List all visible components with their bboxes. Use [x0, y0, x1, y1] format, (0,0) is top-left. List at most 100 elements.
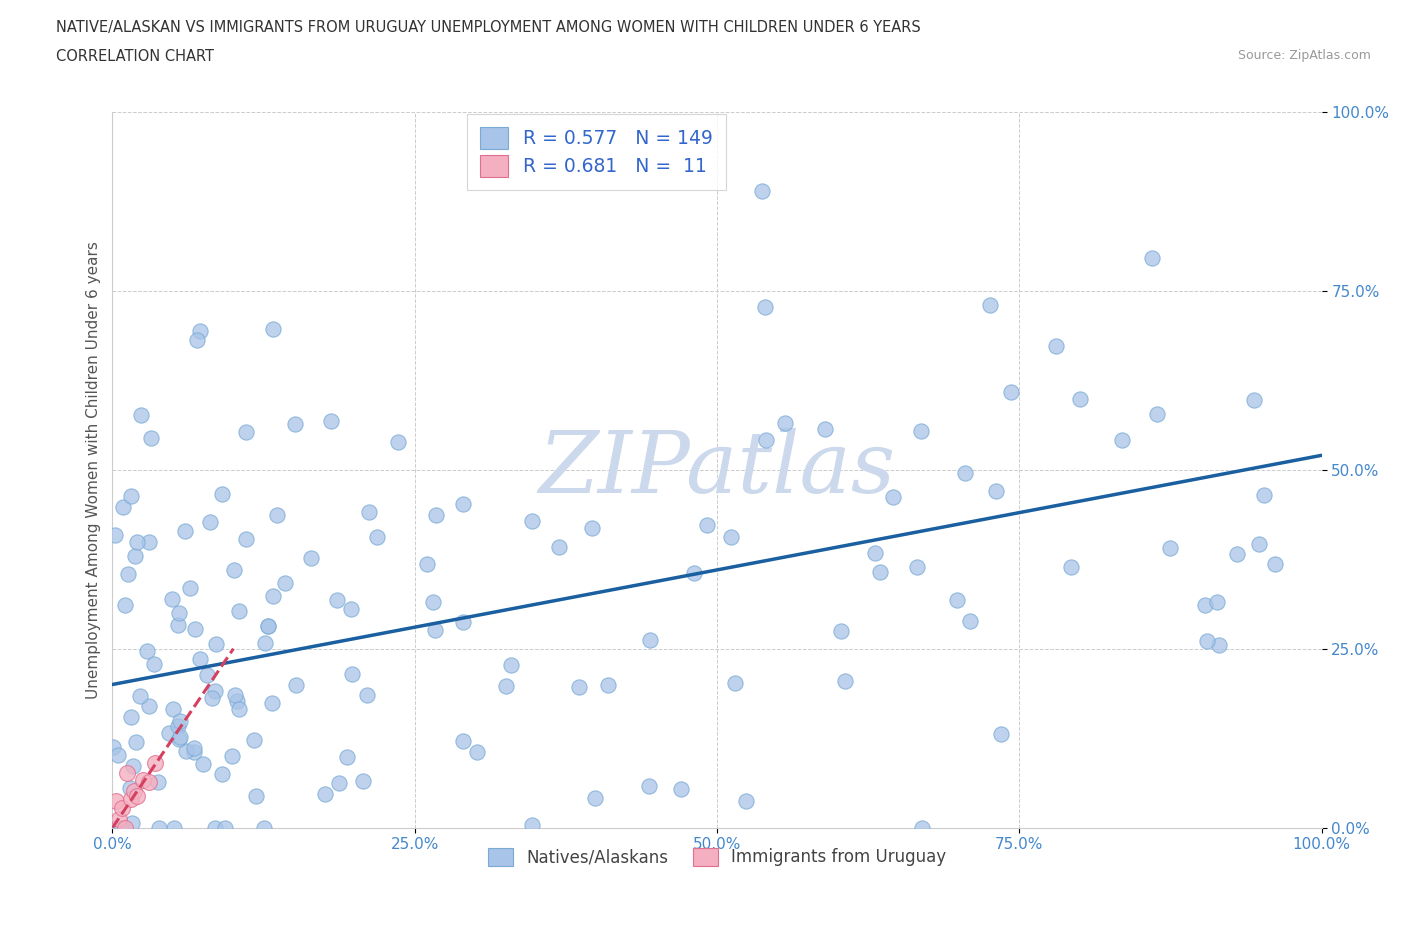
Point: [103, 739, 125, 754]
Point: [186, 333, 208, 348]
Point: [863, 546, 886, 561]
Point: [775, 416, 797, 431]
Point: [224, 688, 246, 703]
Point: [162, 820, 184, 835]
Point: [986, 484, 1008, 498]
Point: [720, 530, 742, 545]
Point: [425, 622, 447, 637]
Point: [581, 521, 603, 536]
Point: [127, 534, 149, 549]
Point: [959, 614, 981, 629]
Point: [245, 789, 267, 804]
Point: [336, 750, 359, 764]
Point: [1111, 432, 1133, 447]
Y-axis label: Unemployment Among Women with Children Under 6 years: Unemployment Among Women with Children U…: [86, 241, 101, 698]
Point: [1000, 385, 1022, 400]
Point: [188, 652, 211, 667]
Point: [638, 633, 661, 648]
Point: [125, 789, 148, 804]
Point: [734, 793, 756, 808]
Point: [911, 820, 934, 835]
Point: [548, 539, 571, 554]
Point: [107, 812, 129, 827]
Point: [314, 787, 336, 802]
Point: [260, 696, 283, 711]
Point: [522, 514, 544, 529]
Point: [198, 514, 221, 529]
Point: [253, 635, 276, 650]
Point: [366, 530, 388, 545]
Point: [167, 732, 190, 747]
Point: [138, 775, 160, 790]
Point: [167, 605, 190, 620]
Point: [124, 549, 146, 564]
Point: [522, 818, 544, 833]
Point: [990, 726, 1012, 741]
Point: [387, 435, 409, 450]
Point: [204, 684, 226, 698]
Point: [284, 417, 307, 432]
Point: [425, 508, 447, 523]
Point: [225, 694, 247, 709]
Point: [214, 820, 236, 835]
Point: [228, 604, 250, 618]
Point: [235, 424, 257, 439]
Text: ZIPatlas: ZIPatlas: [538, 429, 896, 511]
Point: [120, 791, 142, 806]
Point: [105, 793, 128, 808]
Point: [132, 773, 155, 788]
Point: [953, 466, 976, 481]
Point: [211, 766, 233, 781]
Point: [148, 820, 170, 835]
Point: [222, 563, 245, 578]
Point: [139, 431, 162, 445]
Point: [257, 619, 280, 634]
Text: NATIVE/ALASKAN VS IMMIGRANTS FROM URUGUAY UNEMPLOYMENT AMONG WOMEN WITH CHILDREN: NATIVE/ALASKAN VS IMMIGRANTS FROM URUGUA…: [56, 20, 921, 35]
Point: [148, 775, 170, 790]
Point: [121, 758, 143, 773]
Point: [814, 421, 837, 436]
Point: [1194, 597, 1216, 612]
Point: [167, 719, 190, 734]
Point: [1146, 406, 1168, 421]
Point: [638, 779, 661, 794]
Point: [501, 658, 523, 672]
Legend: Natives/Alaskans, Immigrants from Uruguay: Natives/Alaskans, Immigrants from Urugua…: [481, 841, 953, 873]
Point: [131, 407, 153, 422]
Point: [830, 623, 852, 638]
Point: [183, 741, 205, 756]
Point: [211, 486, 233, 501]
Point: [905, 560, 928, 575]
Point: [169, 713, 191, 728]
Point: [583, 790, 606, 805]
Point: [204, 820, 226, 835]
Point: [111, 820, 134, 835]
Point: [696, 518, 718, 533]
Point: [882, 489, 904, 504]
Point: [834, 674, 856, 689]
Point: [104, 527, 127, 542]
Point: [257, 618, 280, 633]
Point: [243, 732, 266, 747]
Point: [416, 556, 439, 571]
Point: [114, 820, 136, 835]
Point: [754, 299, 776, 314]
Point: [138, 698, 160, 713]
Point: [495, 678, 517, 693]
Point: [1060, 559, 1083, 574]
Point: [945, 593, 967, 608]
Point: [120, 488, 142, 503]
Point: [751, 184, 773, 199]
Point: [451, 734, 474, 749]
Point: [143, 756, 166, 771]
Point: [754, 432, 776, 447]
Point: [169, 730, 191, 745]
Point: [266, 508, 288, 523]
Point: [157, 725, 180, 740]
Point: [104, 820, 127, 835]
Point: [422, 594, 444, 609]
Point: [162, 701, 184, 716]
Point: [1253, 488, 1275, 503]
Point: [107, 748, 129, 763]
Point: [174, 744, 197, 759]
